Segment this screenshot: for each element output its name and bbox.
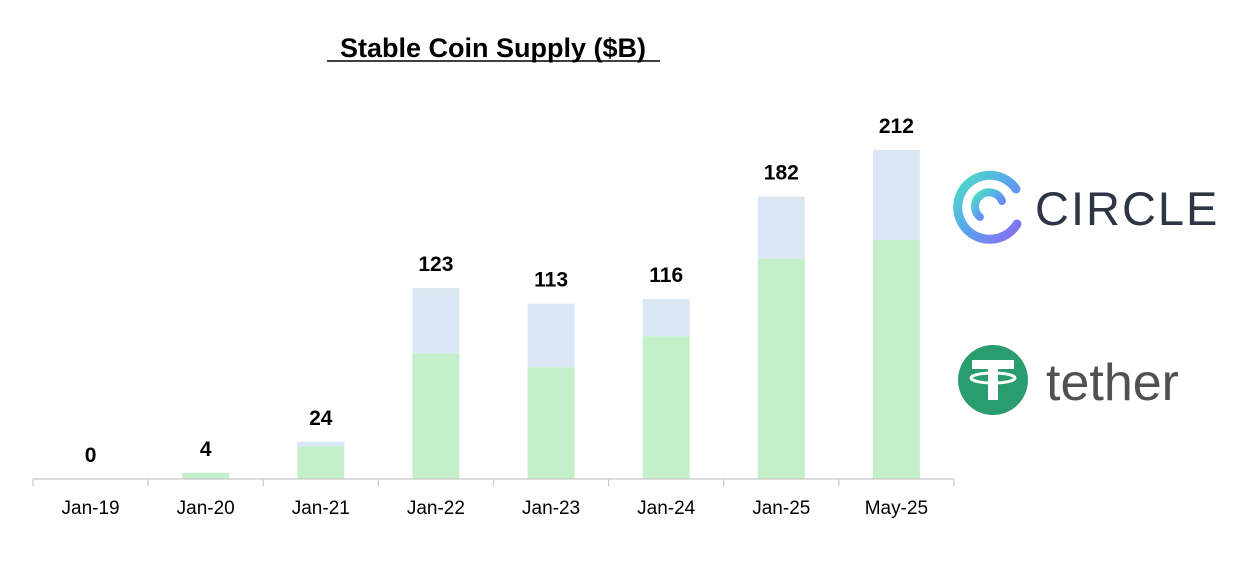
total-label-jan-22: 123 <box>418 253 453 276</box>
x-tick-label-jan-23: Jan-23 <box>522 498 580 519</box>
bar-tether-jan-23 <box>527 367 575 479</box>
bar-tether-jan-21 <box>297 446 345 479</box>
bar-circle-jan-21 <box>297 441 345 447</box>
total-label-may-25: 212 <box>879 115 914 138</box>
legend-item-circle: CIRCLE <box>953 170 1219 244</box>
bar-tether-jan-20 <box>182 472 230 479</box>
legend: CIRCLE tether <box>953 170 1219 415</box>
legend-circle-label: CIRCLE <box>1035 182 1219 235</box>
total-label-jan-21: 24 <box>309 407 333 430</box>
bar-tether-jan-22 <box>412 353 460 479</box>
bars-group <box>182 150 920 479</box>
bar-circle-jan-25 <box>757 196 805 259</box>
x-tick-label-jan-24: Jan-24 <box>637 498 696 519</box>
x-tick-label-jan-22: Jan-22 <box>407 498 465 519</box>
bar-circle-may-25 <box>872 150 920 240</box>
chart-title: Stable Coin Supply ($B) <box>340 33 646 63</box>
bar-circle-jan-23 <box>527 303 575 368</box>
total-label-jan-24: 116 <box>649 264 683 287</box>
x-tick-label-may-25: May-25 <box>865 498 928 519</box>
bar-tether-jan-24 <box>642 336 690 479</box>
bar-tether-jan-25 <box>757 258 805 479</box>
total-label-jan-25: 182 <box>764 162 799 185</box>
tether-logo-t-bar <box>972 360 1014 369</box>
total-label-jan-20: 4 <box>200 438 212 461</box>
tether-logo-icon <box>958 345 1028 415</box>
total-labels-group: 0 4 24 123 113 116 182 212 <box>85 115 914 467</box>
x-tick-label-jan-21: Jan-21 <box>292 498 350 519</box>
total-label-jan-23: 113 <box>534 269 568 292</box>
legend-tether-label: tether <box>1046 354 1179 412</box>
bar-circle-jan-22 <box>412 288 460 354</box>
x-tick-label-jan-25: Jan-25 <box>752 498 810 519</box>
x-axis: Jan-19 Jan-20 Jan-21 Jan-22 Jan-23 Jan-24 Jan-… <box>32 478 955 519</box>
legend-item-tether: tether <box>958 345 1179 415</box>
x-tick-label-jan-20: Jan-20 <box>177 498 235 519</box>
x-tick-label-jan-19: Jan-19 <box>62 498 120 519</box>
tether-logo-ring <box>969 371 1017 385</box>
circle-logo-inner-ring <box>971 188 1006 221</box>
bar-tether-may-25 <box>872 240 920 479</box>
circle-logo-outer-ring <box>953 170 1022 244</box>
bar-circle-jan-24 <box>642 299 690 337</box>
circle-logo-icon <box>953 170 1022 244</box>
total-label-jan-19: 0 <box>85 444 97 467</box>
